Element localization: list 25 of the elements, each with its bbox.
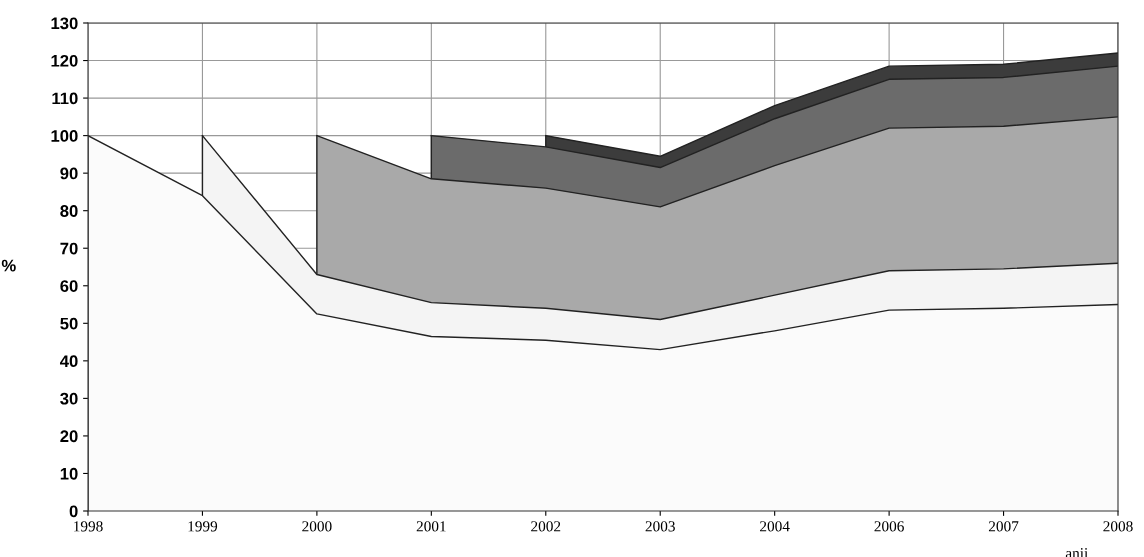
y-tick-label: 10: [60, 467, 78, 480]
x-tick-label: 2002: [531, 521, 561, 532]
y-tick-label: 110: [52, 92, 78, 105]
y-tick-label: 70: [60, 242, 78, 255]
y-tick-label: 50: [60, 317, 78, 330]
x-tick-label: 1998: [74, 521, 103, 532]
y-tick-label: 40: [59, 355, 78, 368]
x-tick-label: 2008: [1103, 521, 1133, 532]
x-tick-label: 2003: [645, 521, 675, 532]
y-tick-label: 80: [60, 205, 78, 217]
x-tick-label: 2006: [874, 521, 904, 532]
y-tick-label: 60: [60, 280, 78, 292]
y-tick-label: 30: [60, 392, 78, 405]
y-axis-title: %: [1, 259, 16, 272]
x-tick-label: 2001: [416, 521, 446, 532]
x-tick-label: 2000: [302, 521, 332, 532]
y-tick-label: 130: [51, 17, 78, 30]
y-tick-label: 20: [60, 430, 78, 443]
x-tick-label: 2007: [988, 521, 1019, 532]
y-tick-label: 90: [60, 167, 78, 180]
y-tick-label: 0: [69, 505, 78, 518]
x-tick-label: 1999: [188, 521, 218, 532]
x-tick-label: 2004: [760, 521, 790, 532]
y-tick-label: 100: [51, 130, 78, 142]
y-tick-label: 120: [51, 54, 78, 67]
